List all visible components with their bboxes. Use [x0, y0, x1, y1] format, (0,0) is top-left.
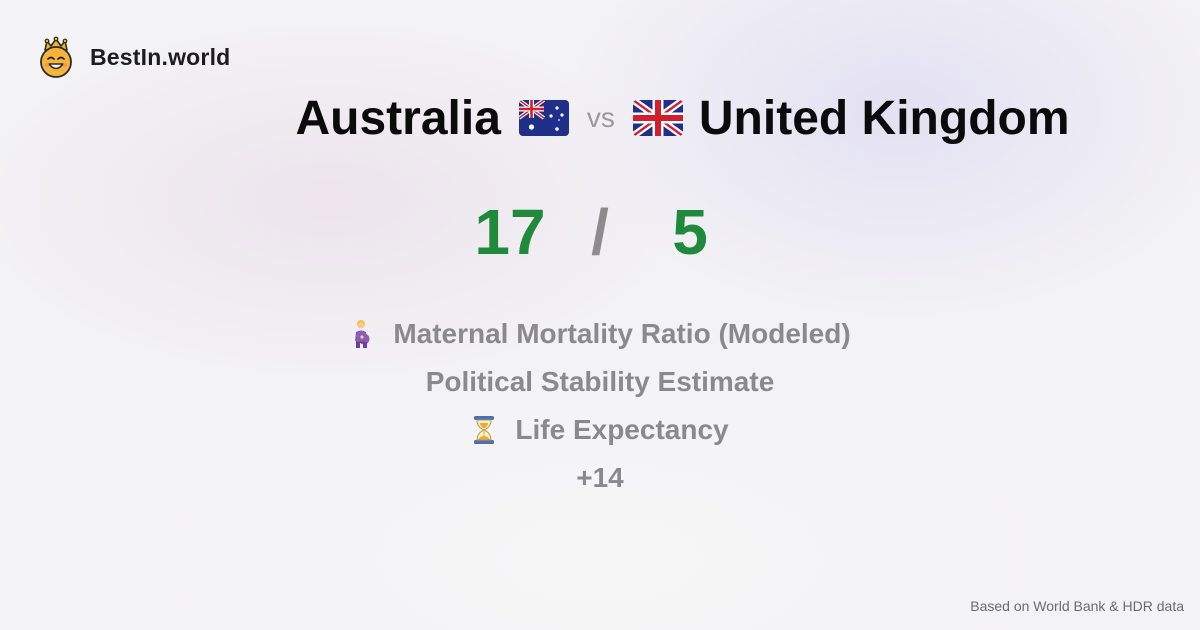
metric-label: Maternal Mortality Ratio (Modeled)	[393, 318, 851, 349]
more-metrics-count: +14	[576, 462, 624, 493]
metric-label: Life Expectancy	[515, 414, 729, 445]
country-b-name: United Kingdom	[698, 91, 1070, 145]
score-a: 17	[474, 196, 546, 268]
brand-logo[interactable]: BestIn.world	[38, 36, 230, 78]
pregnant-woman-icon	[355, 320, 370, 348]
comparison-title: Australia vs United Kingdom	[0, 86, 1200, 150]
vs-label: vs	[586, 102, 615, 133]
metric-item: Maternal Mortality Ratio (Modeled)	[0, 310, 1200, 358]
crowned-smiley-icon	[40, 36, 72, 78]
score-b: 5	[672, 196, 708, 268]
metric-list: Maternal Mortality Ratio (Modeled) Polit…	[0, 310, 1200, 502]
metric-item: Political Stability Estimate	[0, 358, 1200, 406]
hourglass-icon	[474, 416, 495, 444]
score-board: 17 / 5	[0, 196, 1200, 268]
metric-label: Political Stability Estimate	[425, 366, 775, 397]
uk-flag-icon	[632, 100, 683, 136]
australia-flag-icon	[518, 100, 569, 136]
data-source-note: Based on World Bank & HDR data	[970, 598, 1184, 614]
country-a-name: Australia	[295, 91, 501, 145]
metric-item: Life Expectancy	[0, 406, 1200, 454]
score-separator: /	[591, 196, 609, 268]
brand-name: BestIn.world	[90, 43, 231, 70]
